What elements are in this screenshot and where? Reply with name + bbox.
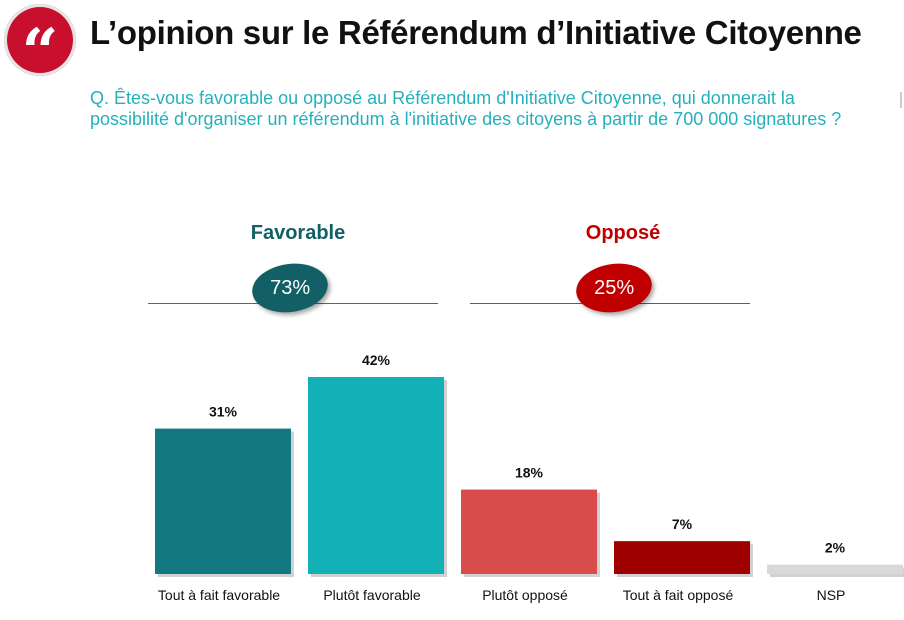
page-title: L’opinion sur le Référendum d’Initiative… [90, 14, 862, 51]
bar [767, 564, 903, 574]
edge-mark [900, 92, 902, 108]
data-label: 42% [362, 352, 391, 368]
category-label: Plutôt favorable [323, 587, 420, 603]
category-label: Plutôt opposé [482, 587, 568, 603]
oppose-label: Opposé [585, 222, 661, 244]
data-label: 18% [515, 465, 544, 481]
bar [308, 377, 444, 574]
favorable-label: Favorable [250, 222, 346, 244]
category-label: Tout à fait opposé [623, 587, 734, 603]
survey-question: Q. Êtes-vous favorable ou opposé au Réfé… [90, 88, 842, 129]
data-label: 2% [825, 540, 846, 556]
bar [461, 489, 597, 574]
quote-marks-icon: “ [21, 15, 59, 90]
category-label: Tout à fait favorable [158, 587, 280, 603]
bar [614, 541, 750, 574]
data-label: 31% [209, 404, 238, 420]
category-label: NSP [817, 587, 846, 603]
bar [155, 428, 291, 574]
data-label: 7% [672, 516, 693, 532]
logo-quote-icon: “ [4, 4, 76, 85]
